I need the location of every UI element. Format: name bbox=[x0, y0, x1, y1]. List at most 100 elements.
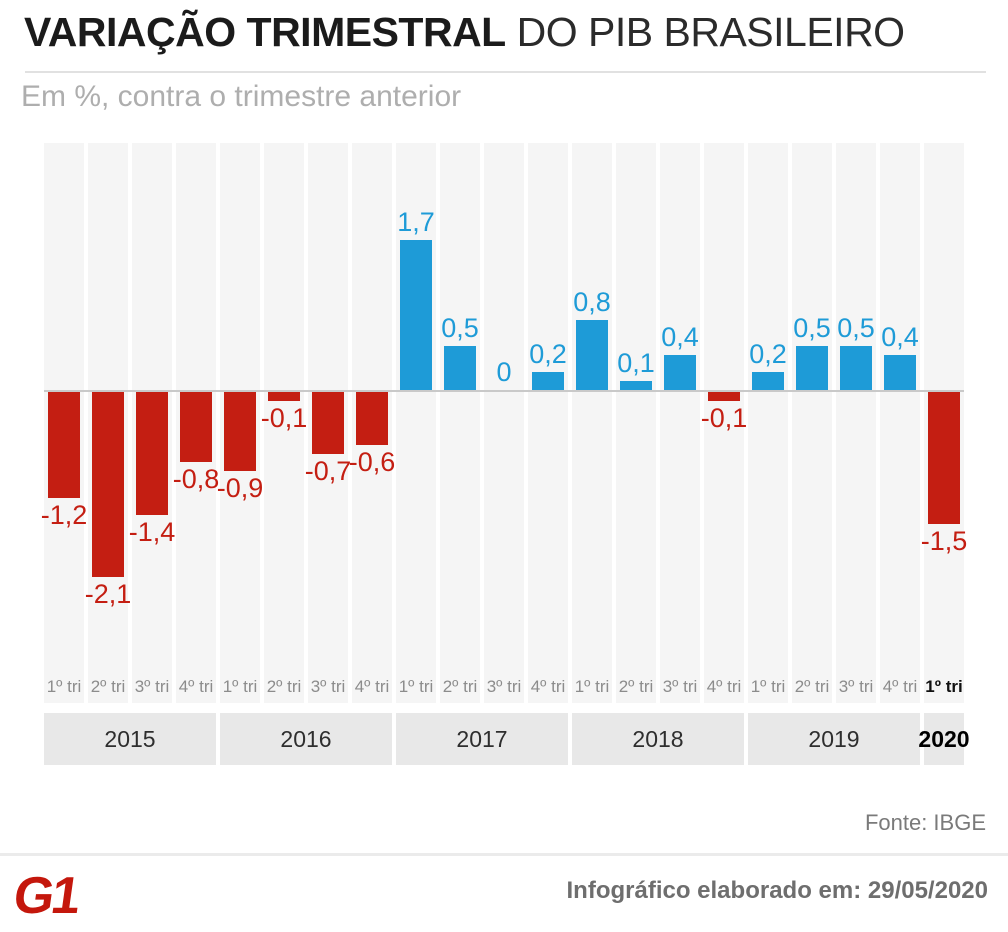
quarter-label: 4º tri bbox=[706, 677, 742, 696]
quarter-label: 4º tri bbox=[530, 677, 566, 696]
chart-column: 0 3º tri bbox=[484, 143, 524, 703]
chart-column: -0,1 4º tri bbox=[701, 143, 747, 703]
gdp-bar-chart: -1,2 1º tri -2,1 2º tri -1,4 3º tri -0,8 4º tri… bbox=[41, 143, 967, 703]
chart-column: 0,8 1º tri bbox=[572, 143, 612, 703]
chart-column: -0,1 2º tri bbox=[261, 143, 307, 703]
year-band-2019: 2019 bbox=[748, 713, 920, 765]
quarter-label: 2º tri bbox=[794, 677, 830, 696]
bar-value-label: 0,4 bbox=[661, 322, 699, 352]
bar-value-label: 0,4 bbox=[881, 322, 919, 352]
bar-value-label: -0,7 bbox=[304, 456, 352, 486]
bar-value-label: -1,2 bbox=[40, 500, 88, 530]
chart-column: 0,2 4º tri bbox=[528, 143, 568, 703]
chart-column: 0,5 2º tri bbox=[440, 143, 480, 703]
quarter-label: 3º tri bbox=[486, 677, 522, 696]
quarter-label: 3º tri bbox=[310, 677, 346, 696]
chart-column: 0,4 3º tri bbox=[660, 143, 700, 703]
chart-column: -0,9 1º tri bbox=[217, 143, 263, 703]
chart-column: -2,1 2º tri bbox=[85, 143, 131, 703]
chart-column: 0,5 3º tri bbox=[836, 143, 876, 703]
bar-value-label: -0,9 bbox=[216, 473, 264, 503]
bar-value-label: 0,1 bbox=[617, 348, 655, 378]
quarter-label: 3º tri bbox=[662, 677, 698, 696]
negative-bar bbox=[224, 392, 256, 471]
bar-value-label: -0,1 bbox=[700, 403, 748, 433]
bar-value-label: -0,6 bbox=[348, 447, 396, 477]
negative-bar bbox=[312, 392, 344, 454]
quarter-label: 1º tri bbox=[222, 677, 258, 696]
chart-column: -1,2 1º tri bbox=[41, 143, 87, 703]
quarter-label: 3º tri bbox=[838, 677, 874, 696]
quarter-label: 4º tri bbox=[178, 677, 214, 696]
bar-value-label: -2,1 bbox=[84, 579, 132, 609]
positive-bar bbox=[796, 346, 828, 390]
bar-value-label: 1,7 bbox=[397, 207, 435, 237]
chart-column: 0,5 2º tri bbox=[792, 143, 832, 703]
page-title-regular: DO PIB BRASILEIRO bbox=[505, 9, 905, 55]
quarter-label: 2º tri bbox=[266, 677, 302, 696]
positive-bar bbox=[576, 320, 608, 390]
quarter-label: 4º tri bbox=[354, 677, 390, 696]
positive-bar bbox=[664, 355, 696, 390]
bar-value-label: 0,8 bbox=[573, 287, 611, 317]
positive-bar bbox=[400, 240, 432, 390]
quarter-label: 1º tri bbox=[750, 677, 786, 696]
positive-bar bbox=[444, 346, 476, 390]
positive-bar bbox=[884, 355, 916, 390]
credit-label: Infográfico elaborado em: 29/05/2020 bbox=[566, 877, 989, 904]
quarter-label: 1º tri bbox=[46, 677, 82, 696]
chart-subtitle: Em %, contra o trimestre anterior bbox=[21, 80, 462, 113]
source-label: Fonte: IBGE bbox=[864, 810, 986, 835]
bar-value-label: 0,2 bbox=[749, 339, 787, 369]
year-bands: 2015 2016 2017 2018 2019 2020 bbox=[44, 713, 970, 765]
bar-value-label: 0 bbox=[496, 357, 512, 387]
positive-bar bbox=[840, 346, 872, 390]
negative-bar bbox=[92, 392, 124, 577]
negative-bar bbox=[928, 392, 960, 524]
chart-column: -0,7 3º tri bbox=[305, 143, 351, 703]
chart-column: -1,5 1º tri bbox=[921, 143, 967, 703]
chart-column: 0,1 2º tri bbox=[616, 143, 656, 703]
bar-value-label: -0,8 bbox=[172, 464, 220, 494]
quarter-label: 2º tri bbox=[442, 677, 478, 696]
negative-bar bbox=[136, 392, 168, 515]
negative-bar bbox=[48, 392, 80, 498]
positive-bar bbox=[752, 372, 784, 390]
chart-column: 1,7 1º tri bbox=[396, 143, 436, 703]
quarter-label: 3º tri bbox=[134, 677, 170, 696]
bar-value-label: -1,4 bbox=[128, 517, 176, 547]
negative-bar bbox=[180, 392, 212, 462]
page-title-bold: VARIAÇÃO TRIMESTRAL bbox=[24, 9, 506, 55]
g1-logo-text: G1 bbox=[14, 869, 84, 919]
quarter-label: 1º tri bbox=[925, 677, 963, 696]
bar-value-label: -1,5 bbox=[920, 526, 968, 556]
chart-column: 0,2 1º tri bbox=[748, 143, 788, 703]
bar-value-label: 0,5 bbox=[441, 313, 479, 343]
title-divider bbox=[25, 71, 986, 73]
chart-column: -0,6 4º tri bbox=[349, 143, 395, 703]
bar-value-label: -0,1 bbox=[260, 403, 308, 433]
quarter-label: 1º tri bbox=[398, 677, 434, 696]
bar-value-label: 0,2 bbox=[529, 339, 567, 369]
negative-bar bbox=[356, 392, 388, 445]
bar-value-label: 0,5 bbox=[793, 313, 831, 343]
chart-column: -0,8 4º tri bbox=[173, 143, 219, 703]
chart-column: -1,4 3º tri bbox=[129, 143, 175, 703]
year-band-2020: 2020 bbox=[918, 713, 970, 765]
positive-bar bbox=[532, 372, 564, 390]
year-band-2018: 2018 bbox=[572, 713, 744, 765]
zero-baseline bbox=[44, 390, 964, 392]
bar-value-label: 0,5 bbox=[837, 313, 875, 343]
negative-bar bbox=[708, 392, 740, 401]
positive-bar bbox=[620, 381, 652, 390]
page-title: VARIAÇÃO TRIMESTRAL DO PIB BRASILEIRO bbox=[24, 6, 905, 58]
quarter-label: 1º tri bbox=[574, 677, 610, 696]
year-band-2017: 2017 bbox=[396, 713, 568, 765]
year-band-2016: 2016 bbox=[220, 713, 392, 765]
footer-bar: G1 Infográfico elaborado em: 29/05/2020 bbox=[0, 853, 1008, 932]
quarter-label: 2º tri bbox=[90, 677, 126, 696]
negative-bar bbox=[268, 392, 300, 401]
year-band-2015: 2015 bbox=[44, 713, 216, 765]
g1-logo-icon: G1 bbox=[14, 869, 84, 919]
quarter-label: 2º tri bbox=[618, 677, 654, 696]
